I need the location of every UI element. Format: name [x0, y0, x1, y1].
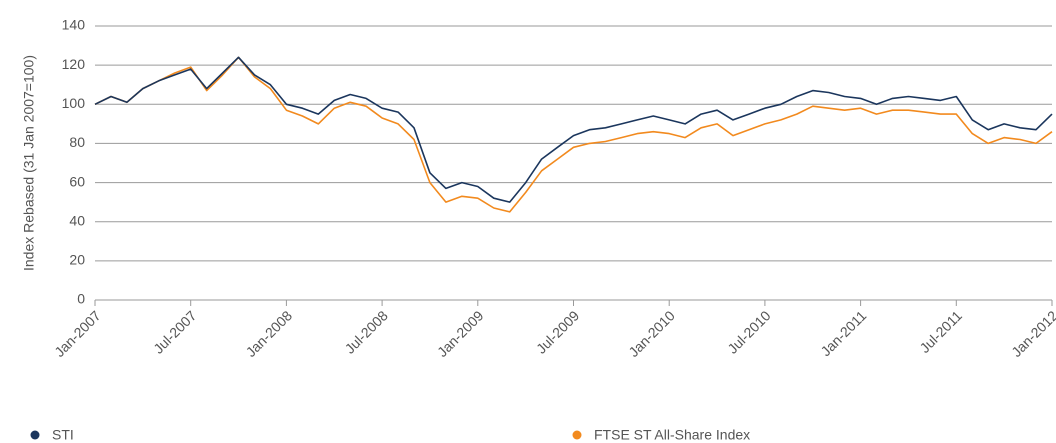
y-tick-label: 80 [69, 134, 85, 150]
legend-marker [30, 430, 40, 440]
x-tick-label: Jan-2009 [434, 307, 487, 360]
x-tick-label: Jul-2008 [342, 307, 391, 356]
y-tick-label: 40 [69, 212, 85, 228]
x-tick-label: Jan-2012 [1008, 307, 1056, 360]
legend-label: STI [52, 427, 74, 443]
x-tick-label: Jul-2010 [724, 307, 773, 356]
x-tick-label: Jul-2011 [916, 307, 965, 356]
x-tick-label: Jan-2008 [243, 307, 296, 360]
y-tick-label: 20 [69, 252, 85, 268]
x-tick-label: Jul-2007 [150, 307, 199, 356]
x-tick-label: Jul-2009 [533, 307, 582, 356]
legend-label: FTSE ST All-Share Index [594, 427, 750, 443]
legend-marker [572, 430, 582, 440]
series-line [94, 56, 1053, 213]
x-tick-label: Jan-2011 [817, 307, 869, 359]
y-tick-label: 60 [69, 173, 85, 189]
x-tick-label: Jan-2010 [625, 307, 678, 360]
y-tick-label: 0 [77, 291, 85, 307]
y-tick-label: 100 [62, 95, 86, 111]
series-line [94, 56, 1053, 203]
y-tick-label: 120 [62, 56, 86, 72]
x-tick-label: Jan-2007 [51, 307, 104, 360]
y-tick-label: 140 [62, 17, 86, 33]
y-axis-title: Index Rebased (31 Jan 2007=100) [21, 55, 37, 271]
